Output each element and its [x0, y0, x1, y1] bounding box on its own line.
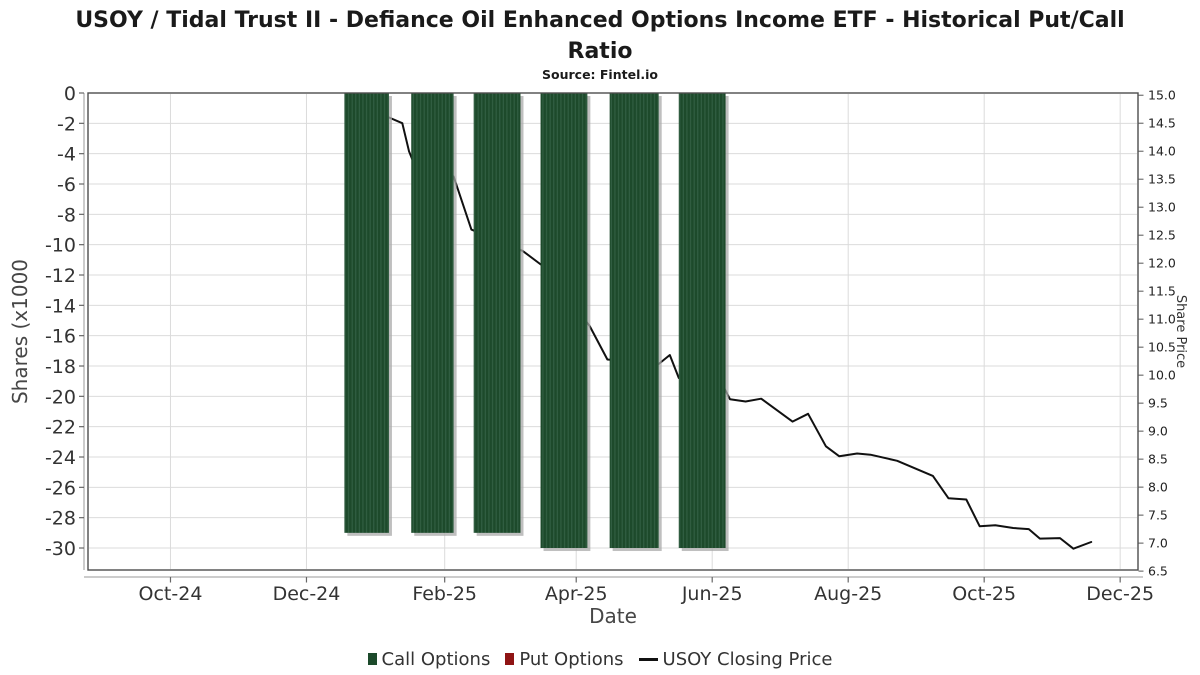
svg-text:0: 0: [64, 83, 76, 105]
svg-text:Jun-25: Jun-25: [681, 583, 743, 605]
svg-text:-10: -10: [45, 235, 76, 257]
svg-text:14.0: 14.0: [1148, 144, 1176, 159]
line-marker-icon: [638, 657, 658, 661]
svg-text:6.5: 6.5: [1148, 564, 1168, 579]
axis-titles: Shares (x1000 Date Share Price: [8, 259, 1188, 628]
svg-text:13.5: 13.5: [1148, 172, 1176, 187]
svg-text:-26: -26: [45, 477, 76, 499]
svg-text:9.0: 9.0: [1148, 424, 1168, 439]
svg-text:14.5: 14.5: [1148, 116, 1176, 131]
legend-item-put-options: Put Options: [505, 648, 624, 670]
chart-title: USOY / Tidal Trust II - Defiance Oil Enh…: [75, 8, 1125, 64]
svg-text:Dec-25: Dec-25: [1086, 583, 1154, 605]
svg-text:12.5: 12.5: [1148, 228, 1176, 243]
svg-text:9.5: 9.5: [1148, 396, 1168, 411]
y-axis-right-title: Share Price: [1173, 295, 1188, 368]
svg-text:-22: -22: [45, 417, 76, 439]
svg-text:13.0: 13.0: [1148, 200, 1176, 215]
svg-text:11.5: 11.5: [1148, 284, 1176, 299]
svg-text:-2: -2: [57, 113, 76, 135]
svg-text:10.5: 10.5: [1148, 340, 1176, 355]
legend-label: USOY Closing Price: [662, 648, 833, 670]
svg-text:-28: -28: [45, 508, 76, 530]
svg-text:-8: -8: [57, 204, 76, 226]
legend-item-call-options: Call Options: [367, 648, 491, 670]
legend-label: Put Options: [519, 648, 624, 670]
svg-text:Aug-25: Aug-25: [814, 583, 882, 605]
svg-text:Feb-25: Feb-25: [412, 583, 477, 605]
svg-text:10.0: 10.0: [1148, 368, 1176, 383]
svg-text:15.0: 15.0: [1148, 88, 1176, 103]
svg-text:12.0: 12.0: [1148, 256, 1176, 271]
legend-label: Call Options: [381, 648, 491, 670]
svg-text:-16: -16: [45, 326, 76, 348]
svg-text:-14: -14: [45, 295, 76, 317]
svg-text:8.5: 8.5: [1148, 452, 1168, 467]
svg-text:-24: -24: [45, 447, 76, 469]
svg-text:-12: -12: [45, 265, 76, 287]
chart-subtitle: Source: Fintel.io: [542, 67, 658, 82]
svg-text:-30: -30: [45, 538, 76, 560]
svg-text:Oct-24: Oct-24: [139, 583, 203, 605]
svg-text:11.0: 11.0: [1148, 312, 1176, 327]
y-axis-left: 0 -2 -4 -6 -8 -10 -12 -14 -16 -18 -20 -22 -24 -26 -28 -…: [45, 83, 85, 570]
svg-text:7.5: 7.5: [1148, 508, 1168, 523]
svg-text:Apr-25: Apr-25: [545, 583, 608, 605]
svg-text:-6: -6: [57, 174, 76, 196]
svg-text:-20: -20: [45, 386, 76, 408]
svg-text:Oct-25: Oct-25: [952, 583, 1016, 605]
svg-text:-18: -18: [45, 356, 76, 378]
svg-text:Dec-24: Dec-24: [273, 583, 341, 605]
call-options-bars: [344, 93, 729, 552]
legend-item-usoy-closing-price: USOY Closing Price: [638, 648, 833, 670]
svg-text:7.0: 7.0: [1148, 536, 1168, 551]
x-axis: Oct-24 Dec-24 Feb-25 Apr-25 Jun-25 Aug-25 Oct-…: [84, 576, 1154, 605]
square-marker-icon: [367, 653, 377, 665]
square-marker-icon: [505, 653, 515, 665]
x-axis-title: Date: [589, 604, 637, 628]
svg-text:8.0: 8.0: [1148, 480, 1168, 495]
y-axis-left-title: Shares (x1000: [8, 259, 32, 404]
plot-border: [87, 92, 1139, 571]
legend: Call Options Put Options USOY Closing Pric…: [0, 646, 1200, 672]
y-axis-right: 15.0 14.5 14.0 13.5 13.0 12.5 12.0 11.5 11.0 10.5…: [1138, 88, 1176, 579]
svg-text:-4: -4: [57, 144, 76, 166]
